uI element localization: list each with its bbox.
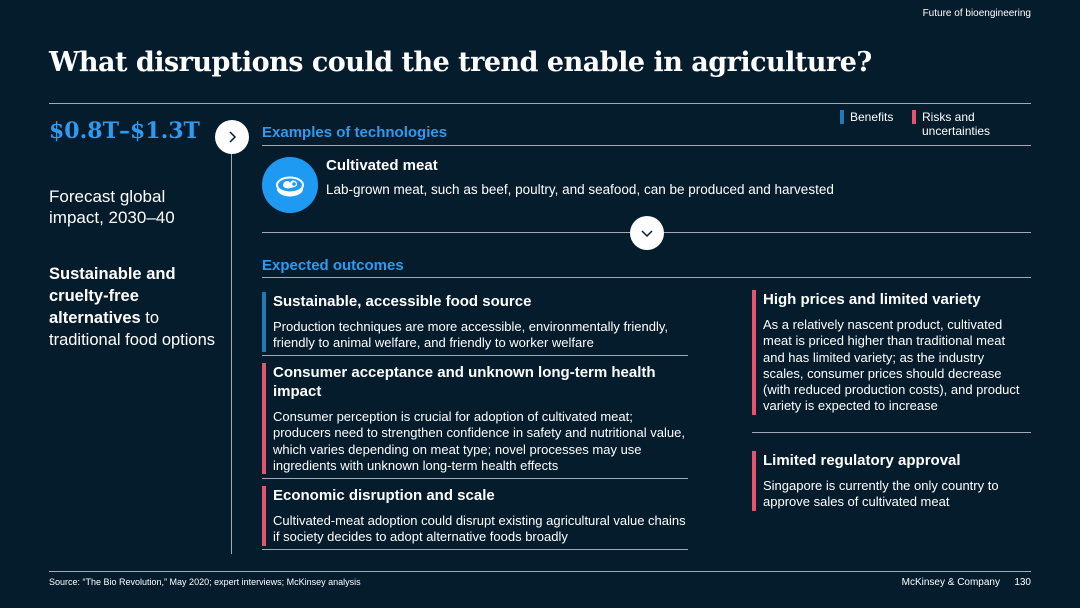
outcome-text: Consumer perception is crucial for adopt… — [273, 409, 685, 473]
outcome-text: Cultivated-meat adoption could disrupt e… — [273, 513, 686, 545]
footer-divider — [49, 571, 1031, 572]
outcome-divider — [752, 432, 1031, 433]
report-tag: Future of bioengineering — [922, 8, 1031, 19]
company-name: McKinsey & Company — [901, 577, 1000, 588]
outcome-title: Sustainable, accessible food source — [273, 293, 532, 310]
legend-benefits-label: Benefits — [850, 110, 894, 124]
title-divider — [49, 103, 1031, 104]
meat-icon-graphic — [276, 176, 304, 197]
summary-bold: Sustainable and cruelty-free alternative… — [49, 265, 176, 327]
legend-risks-label: Risks and uncertainties — [922, 110, 991, 138]
technology-description: Lab-grown meat, such as beef, poultry, a… — [326, 182, 834, 197]
outcome-title: Limited regulatory approval — [763, 452, 961, 469]
page-title: What disruptions could the trend enable … — [49, 47, 872, 78]
risk-bar — [752, 451, 756, 511]
outcome-card: High prices and limited variety As a rel… — [752, 290, 1022, 415]
outcome-divider — [262, 355, 688, 356]
outcome-text: Singapore is currently the only country … — [763, 478, 999, 510]
summary: Sustainable and cruelty-free alternative… — [49, 263, 219, 351]
risks-swatch — [912, 110, 916, 124]
outcomes-heading: Expected outcomes — [262, 257, 404, 274]
outcome-card: Sustainable, accessible food source Prod… — [262, 292, 688, 352]
legend-risks: Risks and uncertainties — [912, 110, 1007, 138]
outcome-card: Economic disruption and scale Cultivated… — [262, 486, 688, 546]
technologies-divider — [262, 145, 1031, 146]
outcome-title: Economic disruption and scale — [273, 487, 495, 504]
outcome-card: Consumer acceptance and unknown long-ter… — [262, 363, 688, 475]
technology-title: Cultivated meat — [326, 157, 438, 174]
connector-line — [231, 150, 232, 554]
risk-bar — [262, 486, 266, 546]
benefits-swatch — [840, 110, 844, 124]
outcome-divider — [262, 549, 688, 550]
chevron-right-icon — [229, 131, 237, 143]
page-number: 130 — [1014, 577, 1031, 588]
summary-rest: to traditional food options — [49, 309, 216, 349]
outcome-title: Consumer acceptance and unknown long-ter… — [273, 364, 656, 400]
risk-bar — [752, 290, 756, 415]
outcome-title: High prices and limited variety — [763, 291, 981, 308]
source-note: Source: “The Bio Revolution,” May 2020; … — [49, 577, 361, 587]
outcome-card: Limited regulatory approval Singapore is… — [752, 451, 1022, 511]
legend-benefits: Benefits — [840, 110, 893, 124]
technologies-heading: Examples of technologies — [262, 124, 448, 141]
benefit-bar — [262, 292, 266, 352]
impact-value: $0.8T–$1.3T — [49, 118, 200, 144]
outcome-text: As a relatively nascent product, cultiva… — [763, 317, 1020, 414]
chevron-down-icon — [641, 230, 653, 238]
risk-bar — [262, 363, 266, 475]
meat-icon — [262, 157, 318, 213]
outcome-text: Production techniques are more accessibl… — [273, 319, 669, 351]
expand-button[interactable] — [630, 216, 664, 250]
outcome-divider — [262, 478, 688, 479]
impact-caption: Forecast global impact, 2030–40 — [49, 187, 175, 227]
outcomes-divider — [262, 277, 1031, 278]
next-button[interactable] — [215, 120, 249, 154]
